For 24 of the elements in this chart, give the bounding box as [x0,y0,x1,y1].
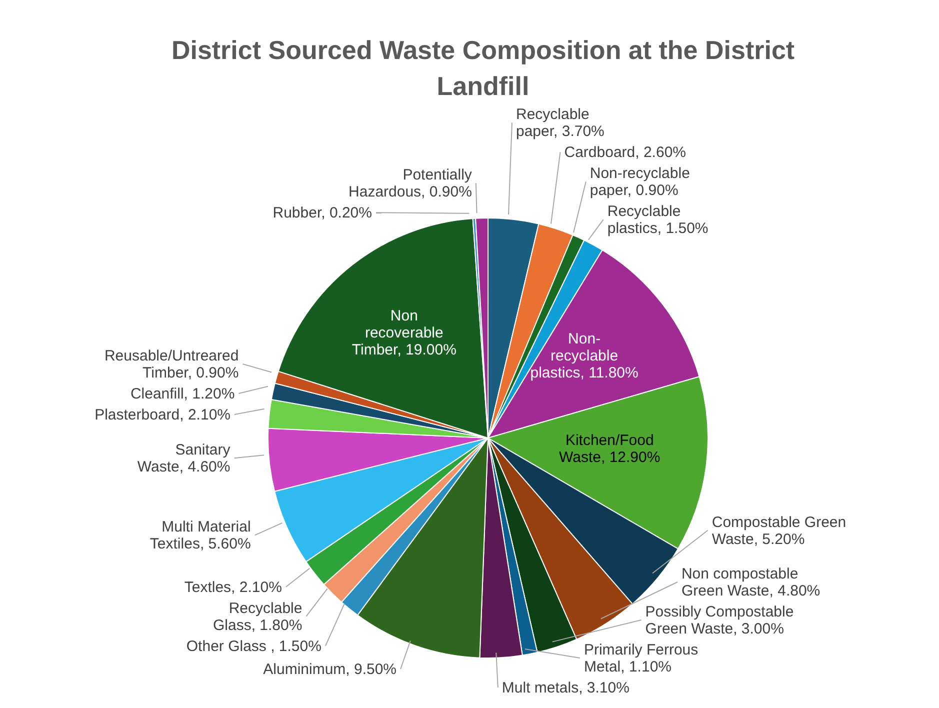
slice-label: Potentially Hazardous, 0.90% [348,166,472,201]
slice-label: Reusable/Untreared Timber, 0.90% [104,348,239,382]
chart-title: District Sourced Waste Composition at the District Landfill [170,34,796,103]
slice-label: Non compostable Green Waste, 4.80% [681,566,820,600]
slice-label: Textles, 2.10% [184,578,282,596]
slice-label: Other Glass , 1.50% [186,638,322,655]
slice-label: Recyclable plastics, 1.50% [607,203,708,238]
slice-label: Sanitary Waste, 4.60% [137,442,231,476]
slice-label: Plasterboard, 2.10% [94,406,231,424]
slice-label: Recyclable Glass, 1.80% [213,600,302,634]
slice-label: Rubber, 0.20% [272,204,372,222]
slice-label: Non-recyclable paper, 0.90% [590,165,690,200]
slice-label: Kitchen/Food Waste, 12.90% [559,432,660,466]
slice-label: Primarily Ferrous Metal, 1.10% [584,642,698,676]
slice-label: Mult metals, 3.10% [502,680,630,696]
slice-label: Cardboard, 2.60% [564,144,686,162]
slice-label: Compostable Green Waste, 5.20% [712,514,846,548]
slice-label: Multi Material Textiles, 5.60% [150,518,251,553]
slice-label: Aluminimum, 9.50% [263,661,397,678]
slice-label: Recyclable paper, 3.70% [516,106,604,140]
slice-label: Non recoverable Timber, 19.00% [352,308,456,359]
slice-label: Non-recyclable plastics, 11.80% [530,330,638,382]
slice-label: Possibly Compostable Green Waste, 3.00% [645,604,794,638]
slice-label: Cleanfill, 1.20% [130,386,235,403]
